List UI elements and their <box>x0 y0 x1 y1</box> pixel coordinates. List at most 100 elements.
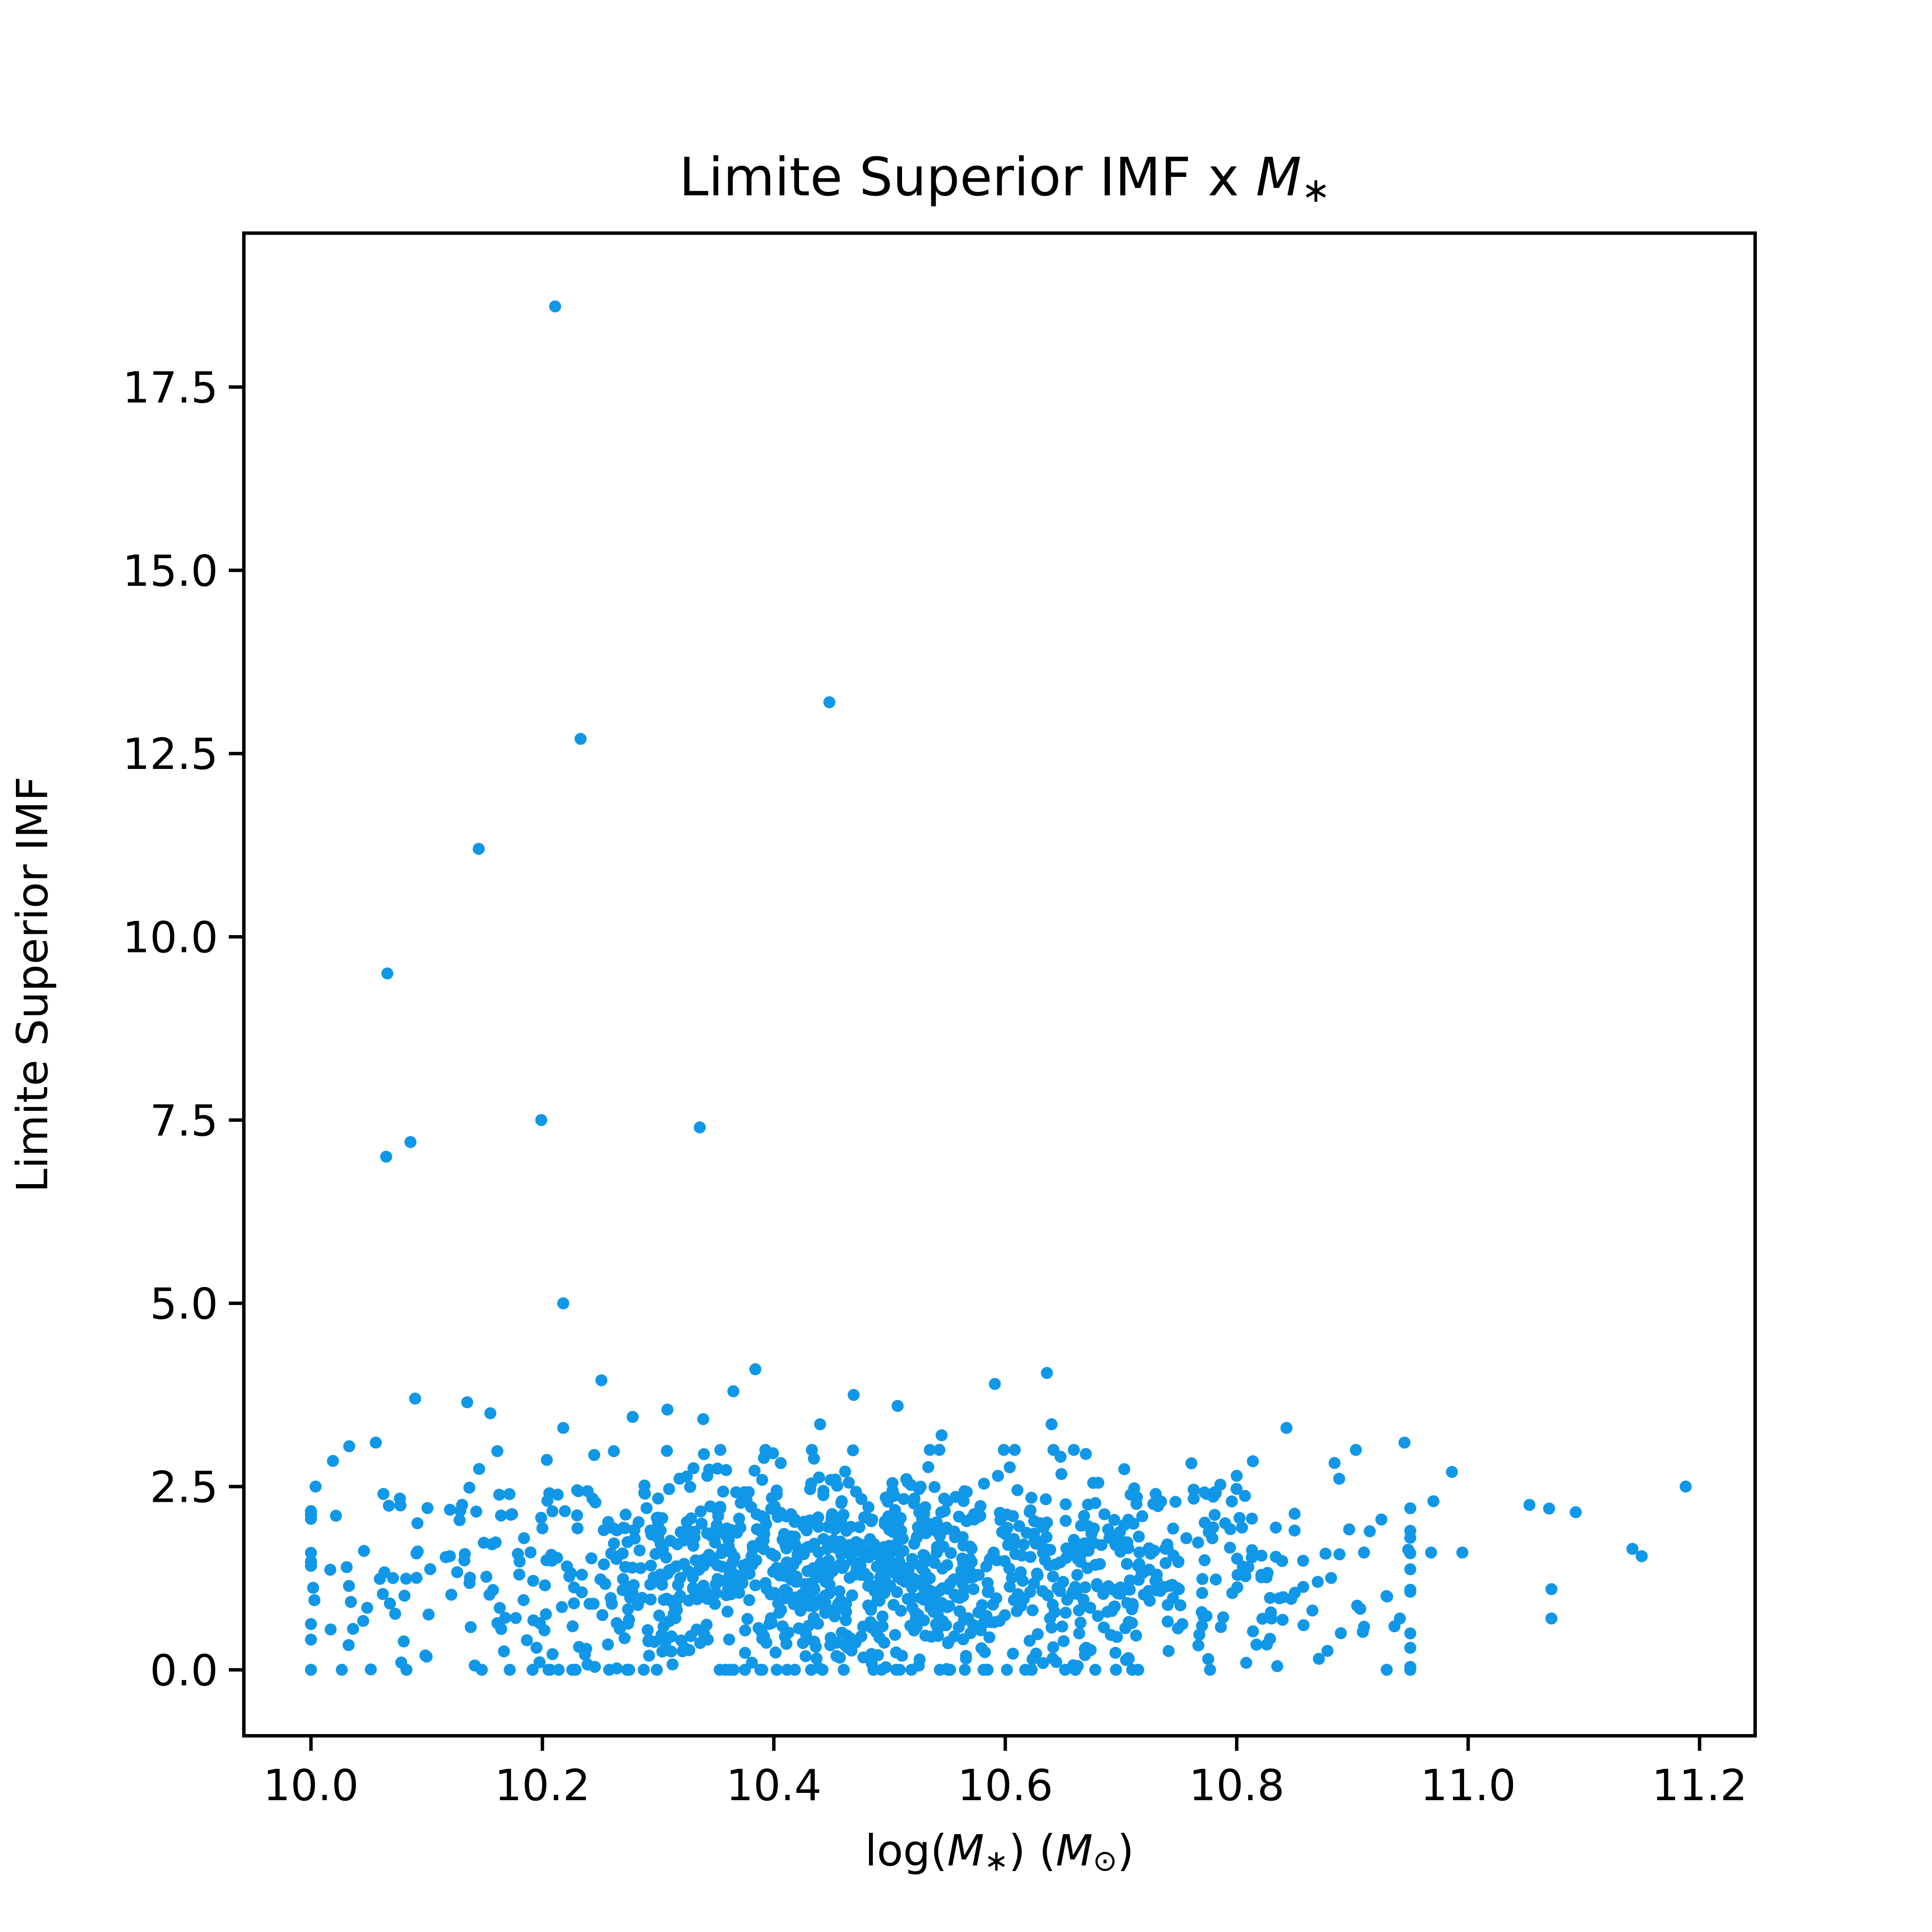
data-point <box>980 1560 993 1573</box>
data-point <box>1364 1525 1376 1537</box>
data-point <box>765 1503 778 1515</box>
data-point <box>464 1571 476 1584</box>
data-point <box>545 1549 558 1561</box>
data-point <box>1039 1493 1052 1506</box>
data-point <box>884 1522 896 1534</box>
data-point <box>697 1413 709 1425</box>
data-point <box>811 1653 823 1665</box>
data-point <box>805 1664 817 1676</box>
data-point <box>865 1648 878 1660</box>
data-point <box>727 1385 740 1397</box>
data-point <box>902 1593 914 1605</box>
data-point <box>526 1664 539 1676</box>
data-point <box>1333 1473 1346 1485</box>
x-tick-label: 10.4 <box>726 1760 822 1810</box>
y-tick-label: 5.0 <box>150 1279 218 1329</box>
data-point <box>793 1622 805 1634</box>
data-point <box>619 1522 631 1534</box>
data-point <box>665 1645 677 1658</box>
data-point <box>1239 1570 1252 1583</box>
data-point <box>665 1630 678 1643</box>
data-point <box>620 1508 632 1521</box>
data-point <box>978 1477 990 1490</box>
data-point <box>889 1629 901 1641</box>
data-point <box>484 1407 497 1419</box>
data-point <box>865 1600 877 1613</box>
data-point <box>445 1589 458 1601</box>
data-point <box>633 1544 646 1557</box>
data-point <box>494 1602 506 1614</box>
data-point <box>1325 1572 1337 1584</box>
y-tick-label: 0.0 <box>150 1645 218 1695</box>
data-point <box>964 1540 976 1553</box>
data-point <box>773 1569 786 1582</box>
data-point <box>1545 1583 1558 1595</box>
x-tick-label: 10.2 <box>495 1760 590 1810</box>
data-point <box>1114 1587 1127 1600</box>
data-point <box>1161 1615 1174 1628</box>
data-point <box>1122 1513 1135 1526</box>
data-point <box>305 1509 317 1521</box>
data-point <box>972 1606 985 1619</box>
data-point <box>823 1587 835 1600</box>
data-point <box>357 1615 369 1627</box>
data-point <box>1045 1418 1058 1431</box>
data-point <box>1079 1581 1091 1594</box>
data-point <box>1060 1542 1072 1555</box>
data-point <box>923 1444 936 1456</box>
x-axis-label: log(M∗) (M⊙) <box>865 1826 1134 1878</box>
data-point <box>702 1633 714 1646</box>
data-point <box>336 1664 348 1676</box>
data-point <box>801 1565 814 1577</box>
data-point <box>1446 1466 1458 1478</box>
data-point <box>817 1571 829 1583</box>
data-point <box>330 1510 342 1522</box>
data-point <box>1001 1664 1013 1676</box>
data-point <box>552 1488 564 1501</box>
data-point <box>1122 1652 1135 1665</box>
data-point <box>1057 1635 1070 1647</box>
data-point <box>498 1645 510 1658</box>
data-point <box>1180 1532 1193 1544</box>
data-point <box>527 1614 540 1626</box>
data-point <box>1072 1547 1084 1560</box>
plot-frame <box>242 231 1757 1738</box>
data-point <box>964 1553 976 1565</box>
data-point <box>1255 1549 1268 1562</box>
data-point <box>1167 1522 1179 1535</box>
y-tick-label: 7.5 <box>150 1096 218 1146</box>
data-point <box>1105 1629 1117 1641</box>
data-point <box>661 1445 673 1457</box>
data-point <box>459 1548 471 1560</box>
data-point <box>1230 1482 1243 1495</box>
data-point <box>1209 1509 1221 1521</box>
data-point <box>1380 1590 1393 1602</box>
data-point <box>827 1534 840 1546</box>
data-point <box>957 1531 969 1543</box>
data-point <box>806 1444 818 1456</box>
data-point <box>912 1521 924 1534</box>
x-tick-label: 10.8 <box>1189 1760 1285 1810</box>
data-points <box>305 300 1692 1676</box>
data-point <box>749 1579 762 1592</box>
data-point <box>1098 1621 1110 1634</box>
data-point <box>737 1559 750 1571</box>
data-point <box>765 1612 777 1625</box>
data-point <box>325 1623 337 1636</box>
data-point <box>723 1633 735 1646</box>
data-point <box>754 1664 767 1676</box>
data-point <box>1007 1647 1019 1660</box>
data-point <box>874 1571 887 1583</box>
data-point <box>1121 1558 1133 1570</box>
data-point <box>1054 1556 1066 1568</box>
data-point <box>766 1548 778 1560</box>
data-point <box>518 1532 530 1544</box>
data-point <box>310 1480 322 1493</box>
data-point <box>387 1572 399 1584</box>
data-point <box>715 1547 728 1559</box>
data-point <box>891 1586 903 1598</box>
data-point <box>1404 1502 1416 1515</box>
data-point <box>1003 1562 1015 1575</box>
data-point <box>1236 1522 1248 1534</box>
data-point <box>1375 1513 1388 1526</box>
